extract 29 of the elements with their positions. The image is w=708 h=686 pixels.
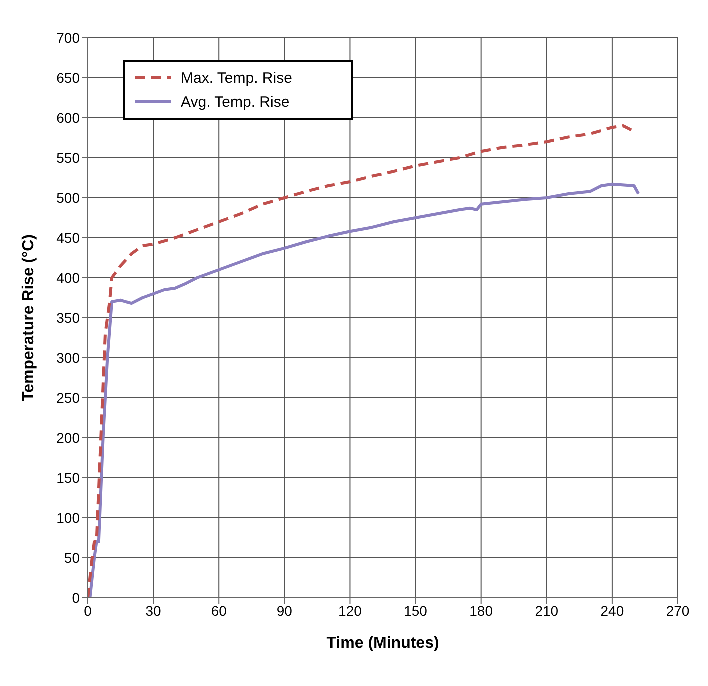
x-tick-label: 180 bbox=[470, 602, 494, 619]
y-tick-label: 650 bbox=[56, 70, 80, 86]
y-tick-label: 700 bbox=[56, 30, 80, 46]
x-tick-label: 0 bbox=[84, 602, 92, 619]
y-tick-label: 400 bbox=[56, 270, 80, 286]
legend-label: Max. Temp. Rise bbox=[181, 70, 292, 86]
legend-label: Avg. Temp. Rise bbox=[181, 94, 290, 110]
x-tick-label: 240 bbox=[600, 602, 624, 619]
x-tick-label: 90 bbox=[276, 602, 293, 619]
y-tick-label: 350 bbox=[56, 310, 80, 326]
x-tick-label: 60 bbox=[211, 602, 228, 619]
x-axis-title: Time (Minutes) bbox=[326, 635, 440, 652]
x-tick-label: 210 bbox=[535, 602, 559, 619]
x-tick-label: 30 bbox=[146, 602, 162, 619]
y-tick-label: 50 bbox=[64, 550, 80, 566]
y-tick-label: 100 bbox=[56, 510, 80, 526]
y-tick-label: 600 bbox=[56, 110, 80, 126]
y-tick-label: 200 bbox=[56, 430, 80, 446]
y-tick-label: 250 bbox=[56, 390, 80, 406]
x-tick-label: 150 bbox=[404, 602, 428, 619]
x-tick-label: 270 bbox=[666, 602, 690, 619]
y-tick-label: 500 bbox=[56, 190, 80, 206]
y-tick-label: 0 bbox=[72, 590, 80, 606]
y-tick-label: 300 bbox=[56, 350, 80, 366]
y-axis-title: Temperature Rise (°C) bbox=[20, 234, 38, 402]
y-tick-label: 550 bbox=[56, 150, 80, 166]
y-tick-label: 150 bbox=[56, 470, 80, 486]
y-tick-label: 450 bbox=[56, 230, 80, 246]
x-tick-label: 120 bbox=[338, 602, 362, 619]
